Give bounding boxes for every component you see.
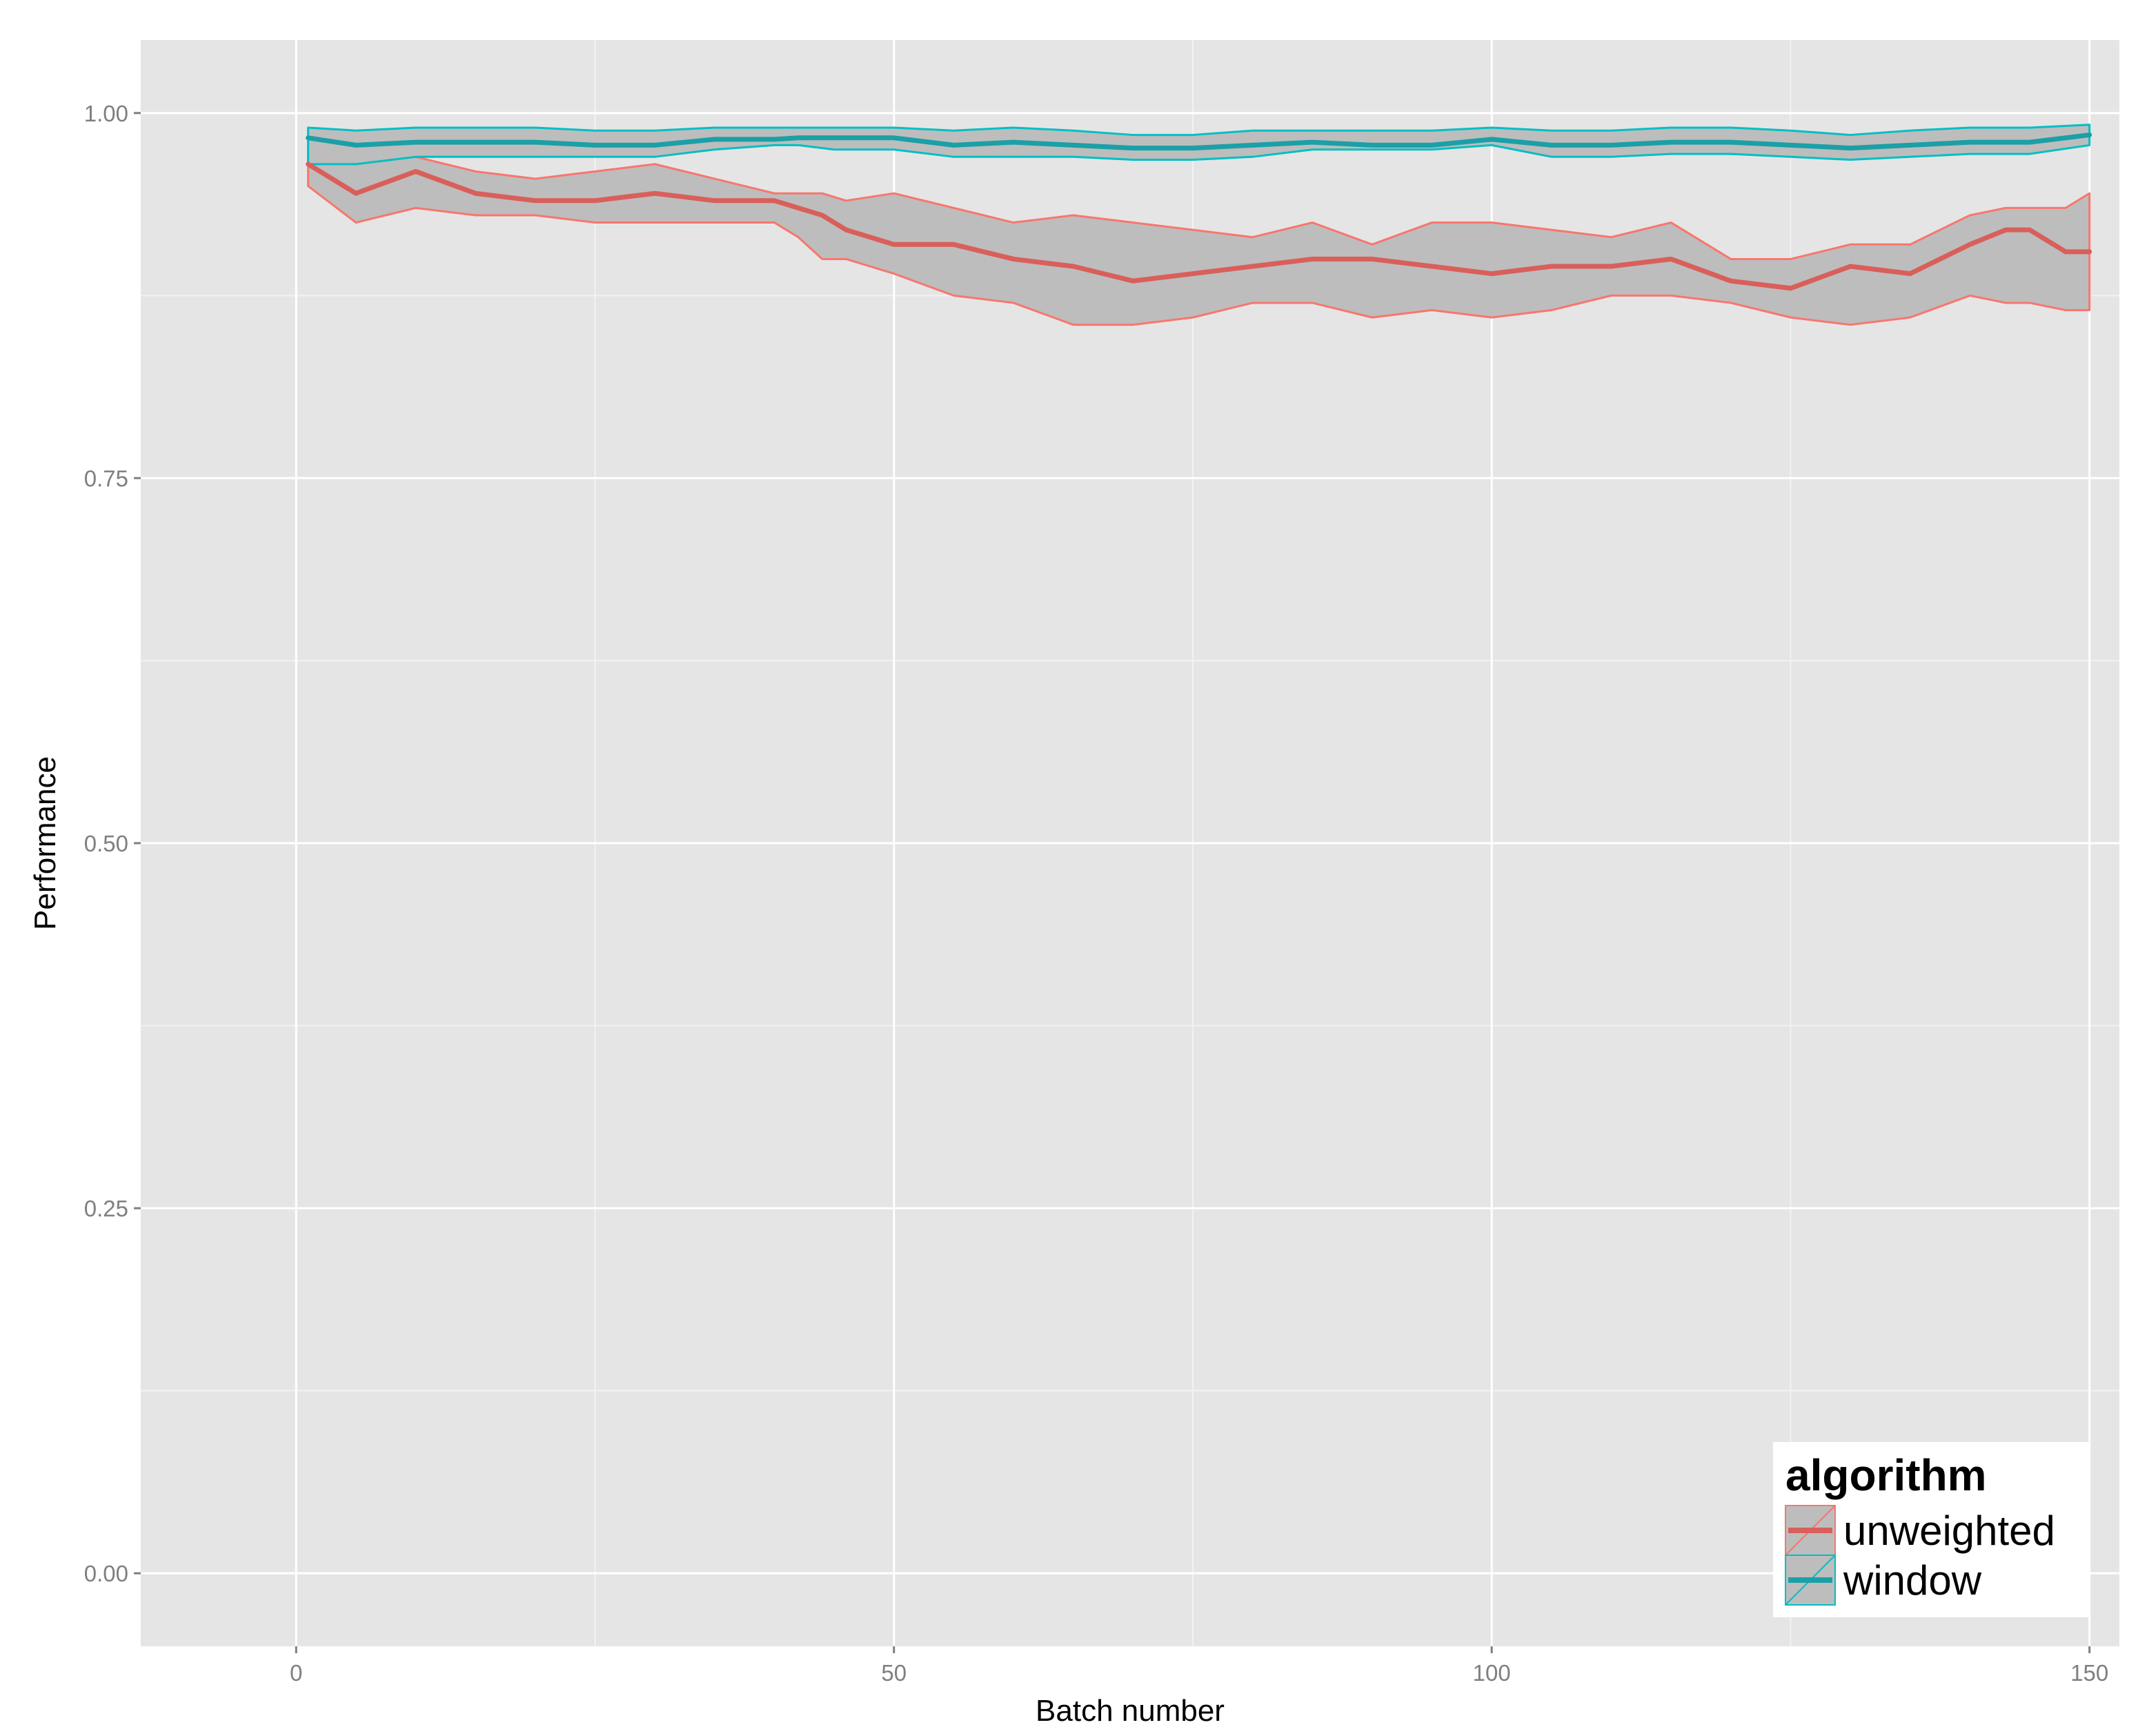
unweighted-line	[306, 161, 2092, 291]
legend-title: algorithm	[1785, 1450, 1987, 1500]
x-tick-label: 50	[881, 1660, 907, 1686]
y-tick-label: 0.25	[84, 1196, 128, 1221]
window-line	[306, 132, 2092, 151]
major-gridlines	[141, 40, 2119, 1646]
x-axis-title: Batch number	[1036, 1694, 1225, 1728]
x-axis: 0 50 100 150	[290, 1646, 2108, 1686]
y-axis-title: Performance	[28, 756, 62, 930]
x-tick-label: 150	[2070, 1660, 2108, 1686]
unweighted-ribbon	[307, 148, 2091, 326]
y-tick-label: 0.75	[84, 466, 128, 491]
y-axis: 0.00 0.25 0.50 0.75 1.00	[84, 101, 141, 1586]
window-ribbon	[307, 124, 2091, 166]
unweighted-legend-label: unweighted	[1843, 1508, 2055, 1554]
y-tick-label: 1.00	[84, 101, 128, 126]
window-legend-label: window	[1843, 1557, 1982, 1604]
series-layer	[306, 124, 2092, 326]
x-tick-label: 0	[290, 1660, 302, 1686]
y-tick-label: 0.50	[84, 831, 128, 856]
y-tick-label: 0.00	[84, 1561, 128, 1586]
x-tick-label: 100	[1473, 1660, 1511, 1686]
